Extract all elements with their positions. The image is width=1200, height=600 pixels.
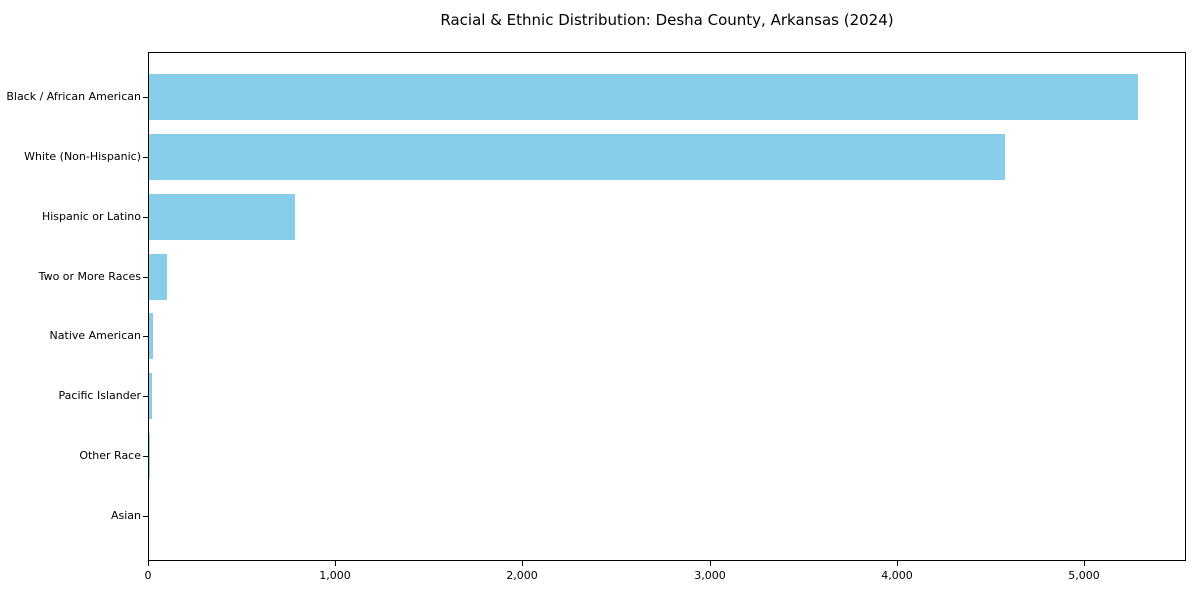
- y-tick-mark: [143, 396, 148, 397]
- y-tick-mark: [143, 97, 148, 98]
- y-tick-mark: [143, 516, 148, 517]
- x-tick-label-4000: 4,000: [881, 569, 913, 582]
- y-tick-label-native-american: Native American: [49, 329, 141, 342]
- bar-black-african-american: [149, 74, 1138, 120]
- y-tick-mark: [143, 277, 148, 278]
- x-tick-mark: [710, 561, 711, 566]
- x-tick-label-2000: 2,000: [506, 569, 538, 582]
- bar-native-american: [149, 313, 153, 359]
- x-tick-mark: [897, 561, 898, 566]
- bar-pacific-islander: [149, 373, 152, 419]
- y-tick-mark: [143, 336, 148, 337]
- x-tick-label-5000: 5,000: [1068, 569, 1100, 582]
- y-tick-label-black-african-american: Black / African American: [6, 90, 141, 103]
- x-tick-label-3000: 3,000: [694, 569, 726, 582]
- y-tick-label-white-non-hispanic: White (Non-Hispanic): [24, 150, 141, 163]
- y-tick-label-pacific-islander: Pacific Islander: [58, 389, 141, 402]
- plot-area: [148, 52, 1186, 561]
- y-tick-label-hispanic-or-latino: Hispanic or Latino: [41, 210, 141, 223]
- bar-white-non-hispanic: [149, 134, 1005, 180]
- x-tick-mark: [335, 561, 336, 566]
- x-tick-label-1000: 1,000: [319, 569, 351, 582]
- chart-title: Racial & Ethnic Distribution: Desha Coun…: [440, 11, 894, 29]
- y-tick-label-asian: Asian: [110, 509, 141, 522]
- y-tick-mark: [143, 456, 148, 457]
- y-tick-label-two-or-more-races: Two or More Races: [38, 270, 141, 283]
- bar-other-race: [149, 433, 150, 479]
- y-tick-mark: [143, 157, 148, 158]
- bar-hispanic-or-latino: [149, 194, 295, 240]
- x-tick-label-0: 0: [144, 569, 152, 582]
- y-tick-mark: [143, 217, 148, 218]
- x-tick-mark: [1084, 561, 1085, 566]
- y-tick-label-other-race: Other Race: [79, 449, 141, 462]
- bar-two-or-more-races: [149, 254, 167, 300]
- x-tick-mark: [148, 561, 149, 566]
- x-tick-mark: [522, 561, 523, 566]
